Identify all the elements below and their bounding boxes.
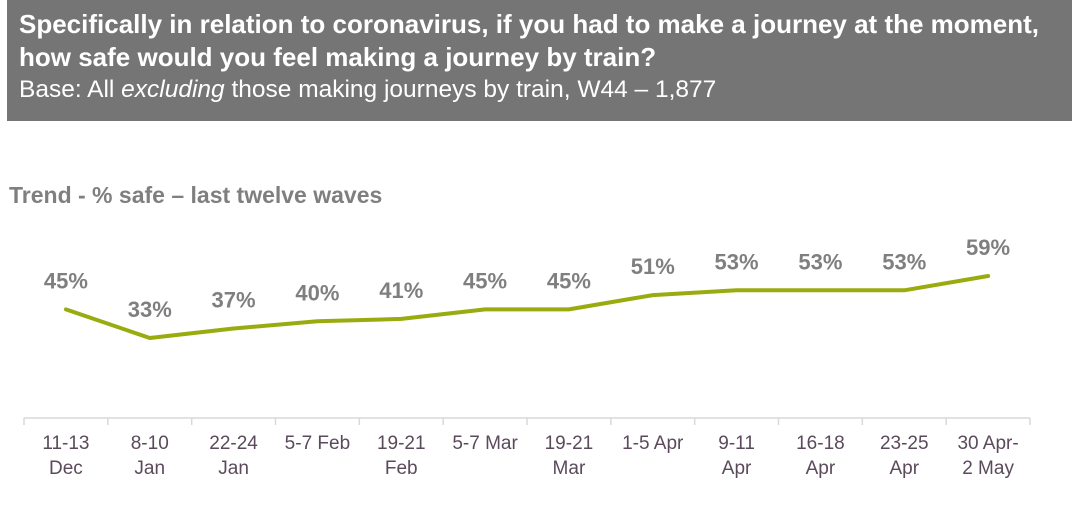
- base-text: Base: All excluding those making journey…: [19, 74, 1058, 106]
- data-label: 45%: [547, 268, 591, 293]
- x-tick-label: 30 Apr-: [957, 433, 1018, 454]
- data-label: 59%: [966, 235, 1010, 260]
- data-label: 41%: [379, 278, 423, 303]
- x-tick-label: 23-25: [880, 433, 929, 454]
- x-tick-label: Mar: [553, 458, 586, 479]
- trend-series-line: [63, 274, 991, 340]
- base-suffix: those making journeys by train, W44 – 1,…: [224, 76, 717, 103]
- data-label: 53%: [882, 249, 926, 274]
- base-emphasis: excluding: [121, 76, 225, 103]
- x-tick-label: 1-5 Apr: [622, 433, 684, 454]
- x-tick-label: 19-21: [545, 433, 594, 454]
- x-tick-label: 16-18: [796, 433, 845, 454]
- x-tick-label: Apr: [806, 458, 836, 479]
- x-tick-label: 22-24: [209, 433, 258, 454]
- x-tick-label: 5-7 Feb: [285, 433, 350, 454]
- x-tick-label: 9-11: [718, 433, 755, 454]
- x-tick-label: Apr: [889, 458, 919, 479]
- x-tick-label: 19-21: [377, 433, 426, 454]
- x-tick-label: Dec: [49, 458, 83, 479]
- data-label: 53%: [798, 249, 842, 274]
- question-header: Specifically in relation to coronavirus,…: [7, 0, 1072, 121]
- x-tick-label: Feb: [385, 458, 418, 479]
- data-label: 53%: [715, 249, 759, 274]
- x-tick-label: 2 May: [962, 458, 1014, 479]
- question-text: Specifically in relation to coronavirus,…: [19, 9, 1040, 72]
- x-tick-label: Jan: [218, 458, 249, 479]
- base-prefix: Base: All: [19, 76, 122, 103]
- chart-title: Trend - % safe – last twelve waves: [9, 182, 383, 208]
- data-label: 40%: [295, 280, 339, 305]
- x-tick-label: 8-10: [131, 433, 169, 454]
- data-label: 37%: [212, 287, 256, 312]
- data-label: 45%: [44, 268, 88, 293]
- data-label: 51%: [631, 254, 675, 279]
- data-label: 33%: [128, 297, 172, 322]
- x-tick-label: Apr: [722, 458, 752, 479]
- x-tick-label: 11-13: [42, 433, 89, 454]
- x-tick-label: Jan: [134, 458, 165, 479]
- data-label: 45%: [463, 268, 507, 293]
- x-tick-label: 5-7 Mar: [452, 433, 518, 454]
